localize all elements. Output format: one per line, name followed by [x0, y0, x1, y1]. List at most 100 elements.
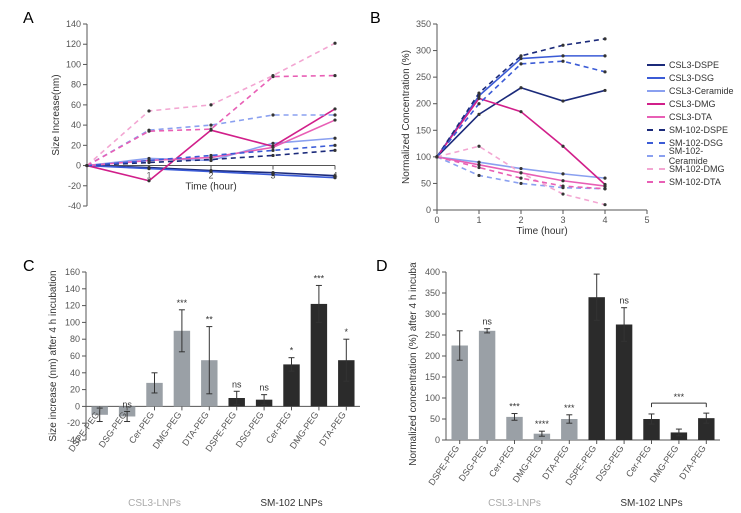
legend-label: SM-102-DTA	[669, 177, 721, 187]
svg-text:DTA-PEG: DTA-PEG	[317, 410, 348, 448]
svg-text:*: *	[345, 327, 349, 337]
svg-text:250: 250	[425, 330, 440, 340]
legend-item: SM-102-DTA	[647, 175, 741, 188]
legend-label: SM-102-Ceramide	[669, 146, 741, 166]
legend-label: CSL3-Ceramide	[669, 86, 734, 96]
svg-text:40: 40	[70, 368, 80, 378]
svg-text:300: 300	[416, 46, 431, 56]
legend-swatch	[647, 155, 665, 157]
legend-swatch	[647, 181, 665, 183]
chart-panel-c: -40-20020406080100120140160Size increase…	[40, 262, 370, 512]
svg-text:-40: -40	[68, 201, 81, 211]
svg-text:DTA-PEG: DTA-PEG	[677, 443, 708, 481]
svg-text:***: ***	[177, 298, 188, 308]
svg-text:50: 50	[421, 178, 431, 188]
svg-text:140: 140	[66, 19, 81, 29]
svg-text:DSG-PEG: DSG-PEG	[97, 410, 129, 450]
svg-text:200: 200	[416, 99, 431, 109]
legend-swatch	[647, 90, 665, 92]
svg-text:-20: -20	[67, 418, 80, 428]
panel-label-a: A	[23, 10, 34, 28]
svg-text:CSL3-LNPs: CSL3-LNPs	[488, 498, 541, 509]
legend-item: CSL3-DSPE	[647, 58, 741, 71]
svg-text:DTA-PEG: DTA-PEG	[540, 443, 571, 481]
legend-item: CSL3-Ceramide	[647, 84, 741, 97]
svg-text:ns: ns	[619, 296, 629, 306]
legend-swatch	[647, 168, 665, 170]
svg-text:***: ***	[564, 403, 575, 413]
legend-swatch	[647, 142, 665, 144]
svg-text:Normalized concentration (%) a: Normalized concentration (%) after 4 h i…	[408, 262, 419, 466]
svg-text:350: 350	[425, 288, 440, 298]
legend-item: SM-102-DSPE	[647, 123, 741, 136]
legend-swatch	[647, 64, 665, 66]
chart-panel-b: 050100150200250300350012345Normalized Co…	[395, 16, 655, 246]
svg-text:DTA-PEG: DTA-PEG	[180, 410, 211, 448]
svg-text:200: 200	[425, 351, 440, 361]
svg-text:-20: -20	[68, 181, 81, 191]
svg-text:50: 50	[430, 414, 440, 424]
svg-text:ns: ns	[482, 317, 492, 327]
legend-swatch	[647, 129, 665, 131]
svg-text:Normalized Concentration (%): Normalized Concentration (%)	[401, 50, 412, 184]
svg-text:Cer-PEG: Cer-PEG	[487, 443, 516, 479]
svg-text:100: 100	[65, 317, 80, 327]
legend-label: CSL3-DSPE	[669, 60, 719, 70]
legend-item: SM-102-Ceramide	[647, 149, 741, 162]
svg-text:140: 140	[65, 284, 80, 294]
legend-swatch	[647, 77, 665, 79]
svg-text:100: 100	[425, 393, 440, 403]
legend-item: CSL3-DTA	[647, 110, 741, 123]
svg-text:40: 40	[71, 120, 81, 130]
svg-text:Time (hour): Time (hour)	[516, 226, 567, 237]
svg-text:5: 5	[644, 215, 649, 225]
svg-text:DSG-PEG: DSG-PEG	[594, 443, 626, 483]
svg-text:Size Increase(nm): Size Increase(nm)	[51, 74, 62, 155]
svg-text:0: 0	[75, 401, 80, 411]
svg-text:60: 60	[70, 351, 80, 361]
svg-text:4: 4	[602, 215, 607, 225]
svg-text:0: 0	[435, 435, 440, 445]
chart-panel-d: 050100150200250300350400Normalized conce…	[400, 262, 730, 512]
panel-label-d: D	[376, 258, 388, 276]
svg-text:80: 80	[71, 80, 81, 90]
svg-text:250: 250	[416, 72, 431, 82]
svg-text:100: 100	[416, 152, 431, 162]
svg-text:DSG-PEG: DSG-PEG	[234, 410, 266, 450]
svg-text:*: *	[290, 346, 294, 356]
svg-text:0: 0	[426, 205, 431, 215]
legend-swatch	[647, 116, 665, 118]
svg-text:ns: ns	[232, 379, 242, 389]
svg-text:0: 0	[76, 161, 81, 171]
svg-text:SM-102 LNPs: SM-102 LNPs	[620, 498, 682, 509]
svg-text:Cer-PEG: Cer-PEG	[264, 410, 293, 446]
svg-text:Time (hour): Time (hour)	[185, 182, 236, 193]
panel-label-b: B	[370, 10, 381, 28]
svg-text:CSL3-LNPs: CSL3-LNPs	[128, 498, 181, 509]
svg-text:3: 3	[560, 215, 565, 225]
legend-label: CSL3-DSG	[669, 73, 714, 83]
svg-text:***: ***	[314, 273, 325, 283]
svg-text:1: 1	[476, 215, 481, 225]
svg-text:SM-102 LNPs: SM-102 LNPs	[260, 498, 322, 509]
svg-text:150: 150	[416, 125, 431, 135]
svg-text:60: 60	[71, 100, 81, 110]
svg-text:Size increase (nm) after 4 h i: Size increase (nm) after 4 h incubation	[48, 270, 59, 441]
svg-text:350: 350	[416, 19, 431, 29]
legend-swatch	[647, 103, 665, 105]
svg-text:0: 0	[434, 215, 439, 225]
svg-text:150: 150	[425, 372, 440, 382]
legend-item: CSL3-DSG	[647, 71, 741, 84]
svg-text:DSG-PEG: DSG-PEG	[457, 443, 489, 483]
legend: CSL3-DSPE CSL3-DSG CSL3-Ceramide CSL3-DMGCS…	[647, 58, 741, 188]
legend-label: CSL3-DMG	[669, 99, 716, 109]
legend-item: CSL3-DMG	[647, 97, 741, 110]
chart-panel-a: -40-200204060801001201401234Size Increas…	[45, 16, 345, 246]
svg-text:DSPE-PEG: DSPE-PEG	[66, 410, 101, 454]
svg-text:20: 20	[70, 385, 80, 395]
panel-label-c: C	[23, 258, 35, 276]
svg-text:DSPE-PEG: DSPE-PEG	[426, 443, 461, 487]
figure-container: A B C D -40-200204060801001201401234Size…	[0, 0, 741, 513]
svg-text:400: 400	[425, 267, 440, 277]
svg-text:****: ****	[535, 419, 550, 429]
